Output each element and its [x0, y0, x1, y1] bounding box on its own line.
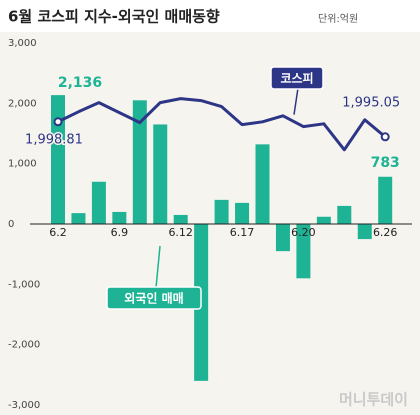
- x-tick-label: 6.2: [49, 226, 67, 239]
- bar: [255, 144, 270, 224]
- legend-pointer: [155, 245, 161, 289]
- x-tick-label: 6.17: [230, 226, 255, 239]
- y-tick-label: 3,000: [8, 38, 37, 49]
- y-tick-label: -1,000: [8, 279, 40, 290]
- bar-value-label: 2,136: [58, 75, 102, 91]
- bar: [275, 224, 290, 252]
- x-tick-label: 6.9: [111, 226, 129, 239]
- x-tick-label: 6.26: [373, 226, 398, 239]
- kospi-point: [53, 117, 63, 127]
- line-value-label: 1,995.05: [342, 95, 400, 110]
- legend-box: [106, 286, 202, 310]
- bar: [132, 100, 147, 224]
- bar: [51, 95, 65, 225]
- kospi-line: [57, 97, 387, 152]
- chart-title: 6월 코스피 지수-외국인 매매동향: [8, 8, 220, 26]
- x-tick-label: 6.12: [168, 226, 193, 239]
- x-tick-label: 6.20: [291, 226, 316, 239]
- bar: [91, 181, 106, 224]
- bar: [153, 124, 168, 224]
- line-value-label: 1,998.81: [25, 132, 83, 147]
- bar: [71, 213, 86, 224]
- legend-label: 코스피: [280, 71, 313, 86]
- bar: [214, 199, 229, 224]
- bar: [316, 216, 331, 224]
- y-tick-label: 0: [8, 219, 14, 230]
- title-band: [0, 0, 420, 32]
- legend-pointer: [293, 87, 299, 115]
- kospi-point: [380, 132, 390, 142]
- bar: [378, 176, 393, 224]
- bar: [357, 224, 372, 240]
- bar: [112, 211, 127, 224]
- source: 머니투데이: [339, 391, 408, 409]
- bar: [173, 214, 188, 224]
- legend-label: 외국인 매매: [124, 291, 183, 306]
- bar: [296, 224, 311, 279]
- bar-value-label: 783: [371, 155, 400, 171]
- bar: [337, 205, 352, 224]
- y-tick-label: -3,000: [8, 400, 40, 411]
- y-tick-label: 2,000: [8, 98, 37, 109]
- chart-subtitle: 단위:억원: [318, 12, 358, 25]
- y-tick-label: 1,000: [8, 159, 37, 170]
- legend-box: [270, 66, 324, 90]
- bar: [235, 202, 250, 224]
- y-tick-label: -2,000: [8, 340, 40, 351]
